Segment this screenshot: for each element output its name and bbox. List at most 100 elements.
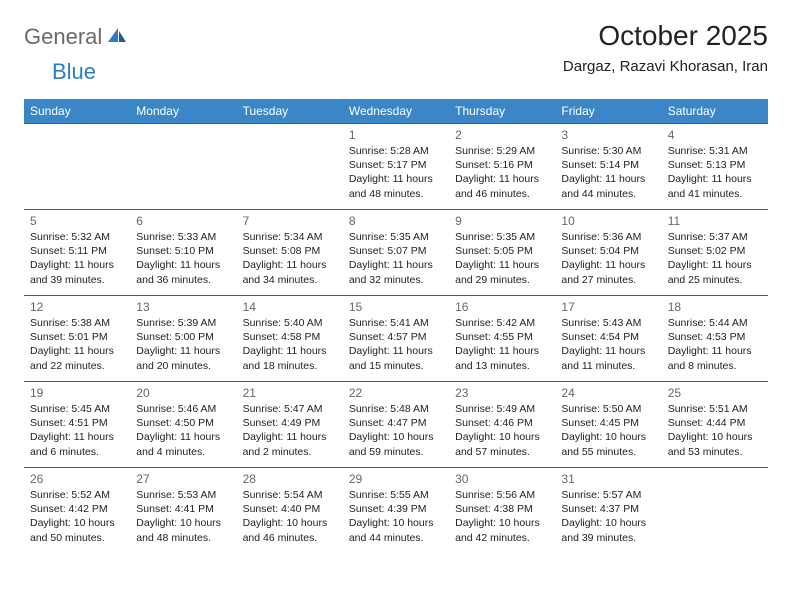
daylight-text: Daylight: 11 hours and 2 minutes. (243, 430, 337, 458)
daylight-text: Daylight: 10 hours and 48 minutes. (136, 516, 230, 544)
sunrise-text: Sunrise: 5:34 AM (243, 230, 337, 244)
daylight-text: Daylight: 11 hours and 25 minutes. (668, 258, 762, 286)
calendar-cell: 25Sunrise: 5:51 AMSunset: 4:44 PMDayligh… (662, 382, 768, 468)
sunset-text: Sunset: 4:50 PM (136, 416, 230, 430)
day-number: 28 (243, 472, 337, 486)
calendar-cell (24, 124, 130, 210)
calendar-cell: 17Sunrise: 5:43 AMSunset: 4:54 PMDayligh… (555, 296, 661, 382)
day-details: Sunrise: 5:42 AMSunset: 4:55 PMDaylight:… (455, 316, 549, 373)
sunrise-text: Sunrise: 5:41 AM (349, 316, 443, 330)
logo: General (24, 20, 130, 50)
day-details: Sunrise: 5:29 AMSunset: 5:16 PMDaylight:… (455, 144, 549, 201)
calendar-cell: 16Sunrise: 5:42 AMSunset: 4:55 PMDayligh… (449, 296, 555, 382)
sunrise-text: Sunrise: 5:28 AM (349, 144, 443, 158)
day-details: Sunrise: 5:32 AMSunset: 5:11 PMDaylight:… (30, 230, 124, 287)
day-header: Saturday (662, 99, 768, 124)
daylight-text: Daylight: 11 hours and 32 minutes. (349, 258, 443, 286)
sunrise-text: Sunrise: 5:50 AM (561, 402, 655, 416)
sunrise-text: Sunrise: 5:35 AM (349, 230, 443, 244)
sunset-text: Sunset: 4:58 PM (243, 330, 337, 344)
day-details: Sunrise: 5:51 AMSunset: 4:44 PMDaylight:… (668, 402, 762, 459)
day-details: Sunrise: 5:35 AMSunset: 5:05 PMDaylight:… (455, 230, 549, 287)
calendar-week: 1Sunrise: 5:28 AMSunset: 5:17 PMDaylight… (24, 124, 768, 210)
sunset-text: Sunset: 5:00 PM (136, 330, 230, 344)
sunset-text: Sunset: 4:47 PM (349, 416, 443, 430)
sunrise-text: Sunrise: 5:44 AM (668, 316, 762, 330)
daylight-text: Daylight: 10 hours and 46 minutes. (243, 516, 337, 544)
calendar-cell (130, 124, 236, 210)
day-details: Sunrise: 5:56 AMSunset: 4:38 PMDaylight:… (455, 488, 549, 545)
calendar-cell: 11Sunrise: 5:37 AMSunset: 5:02 PMDayligh… (662, 210, 768, 296)
calendar-cell: 28 Sunrise: 5:54 AMSunset: 4:40 PMDayligh… (237, 468, 343, 554)
sunrise-text: Sunrise: 5:30 AM (561, 144, 655, 158)
sunset-text: Sunset: 5:05 PM (455, 244, 549, 258)
sunset-text: Sunset: 4:54 PM (561, 330, 655, 344)
sunrise-text: Sunrise: 5:42 AM (455, 316, 549, 330)
day-details: Sunrise: 5:52 AMSunset: 4:42 PMDaylight:… (30, 488, 124, 545)
day-number: 22 (349, 386, 443, 400)
day-details: Sunrise: 5:55 AMSunset: 4:39 PMDaylight:… (349, 488, 443, 545)
day-number: 19 (30, 386, 124, 400)
title-block: October 2025 Dargaz, Razavi Khorasan, Ir… (563, 20, 768, 75)
daylight-text: Daylight: 11 hours and 27 minutes. (561, 258, 655, 286)
calendar-table: SundayMondayTuesdayWednesdayThursdayFrid… (24, 99, 768, 554)
day-number: 21 (243, 386, 337, 400)
sunset-text: Sunset: 4:40 PM (243, 502, 337, 516)
calendar-cell: 8 Sunrise: 5:35 AMSunset: 5:07 PMDaylight… (343, 210, 449, 296)
sunrise-text: Sunrise: 5:52 AM (30, 488, 124, 502)
sunrise-text: Sunrise: 5:51 AM (668, 402, 762, 416)
day-number: 26 (30, 472, 124, 486)
logo-text-general: General (24, 24, 102, 50)
day-header: Wednesday (343, 99, 449, 124)
sunrise-text: Sunrise: 5:37 AM (668, 230, 762, 244)
day-header: Sunday (24, 99, 130, 124)
daylight-text: Daylight: 11 hours and 18 minutes. (243, 344, 337, 372)
day-details: Sunrise: 5:31 AMSunset: 5:13 PMDaylight:… (668, 144, 762, 201)
sunset-text: Sunset: 4:39 PM (349, 502, 443, 516)
day-number: 8 (349, 214, 443, 228)
daylight-text: Daylight: 11 hours and 29 minutes. (455, 258, 549, 286)
sunrise-text: Sunrise: 5:46 AM (136, 402, 230, 416)
sunrise-text: Sunrise: 5:54 AM (243, 488, 337, 502)
calendar-week: 12Sunrise: 5:38 AMSunset: 5:01 PMDayligh… (24, 296, 768, 382)
sunrise-text: Sunrise: 5:57 AM (561, 488, 655, 502)
calendar-head: SundayMondayTuesdayWednesdayThursdayFrid… (24, 99, 768, 124)
calendar-cell: 30Sunrise: 5:56 AMSunset: 4:38 PMDayligh… (449, 468, 555, 554)
daylight-text: Daylight: 10 hours and 53 minutes. (668, 430, 762, 458)
day-header: Friday (555, 99, 661, 124)
sunset-text: Sunset: 4:53 PM (668, 330, 762, 344)
sunrise-text: Sunrise: 5:39 AM (136, 316, 230, 330)
daylight-text: Daylight: 11 hours and 46 minutes. (455, 172, 549, 200)
day-details: Sunrise: 5:38 AMSunset: 5:01 PMDaylight:… (30, 316, 124, 373)
day-details: Sunrise: 5:28 AMSunset: 5:17 PMDaylight:… (349, 144, 443, 201)
calendar-cell: 23Sunrise: 5:49 AMSunset: 4:46 PMDayligh… (449, 382, 555, 468)
day-number: 10 (561, 214, 655, 228)
sunset-text: Sunset: 5:10 PM (136, 244, 230, 258)
day-details: Sunrise: 5:39 AMSunset: 5:00 PMDaylight:… (136, 316, 230, 373)
day-number: 2 (455, 128, 549, 142)
calendar-cell: 22Sunrise: 5:48 AMSunset: 4:47 PMDayligh… (343, 382, 449, 468)
sunrise-text: Sunrise: 5:29 AM (455, 144, 549, 158)
sunrise-text: Sunrise: 5:32 AM (30, 230, 124, 244)
sunset-text: Sunset: 5:08 PM (243, 244, 337, 258)
sunrise-text: Sunrise: 5:35 AM (455, 230, 549, 244)
day-details: Sunrise: 5:47 AMSunset: 4:49 PMDaylight:… (243, 402, 337, 459)
calendar-cell: 19Sunrise: 5:45 AMSunset: 4:51 PMDayligh… (24, 382, 130, 468)
day-details: Sunrise: 5:36 AMSunset: 5:04 PMDaylight:… (561, 230, 655, 287)
daylight-text: Daylight: 11 hours and 6 minutes. (30, 430, 124, 458)
logo-text-blue: Blue (52, 59, 96, 85)
day-number: 17 (561, 300, 655, 314)
daylight-text: Daylight: 11 hours and 41 minutes. (668, 172, 762, 200)
calendar-cell: 2 Sunrise: 5:29 AMSunset: 5:16 PMDaylight… (449, 124, 555, 210)
sunset-text: Sunset: 4:44 PM (668, 416, 762, 430)
sunset-text: Sunset: 5:16 PM (455, 158, 549, 172)
day-details: Sunrise: 5:33 AMSunset: 5:10 PMDaylight:… (136, 230, 230, 287)
sunset-text: Sunset: 4:49 PM (243, 416, 337, 430)
sunset-text: Sunset: 5:07 PM (349, 244, 443, 258)
sunset-text: Sunset: 4:57 PM (349, 330, 443, 344)
day-number: 5 (30, 214, 124, 228)
daylight-text: Daylight: 11 hours and 48 minutes. (349, 172, 443, 200)
day-details: Sunrise: 5:40 AMSunset: 4:58 PMDaylight:… (243, 316, 337, 373)
daylight-text: Daylight: 11 hours and 15 minutes. (349, 344, 443, 372)
sunset-text: Sunset: 5:01 PM (30, 330, 124, 344)
